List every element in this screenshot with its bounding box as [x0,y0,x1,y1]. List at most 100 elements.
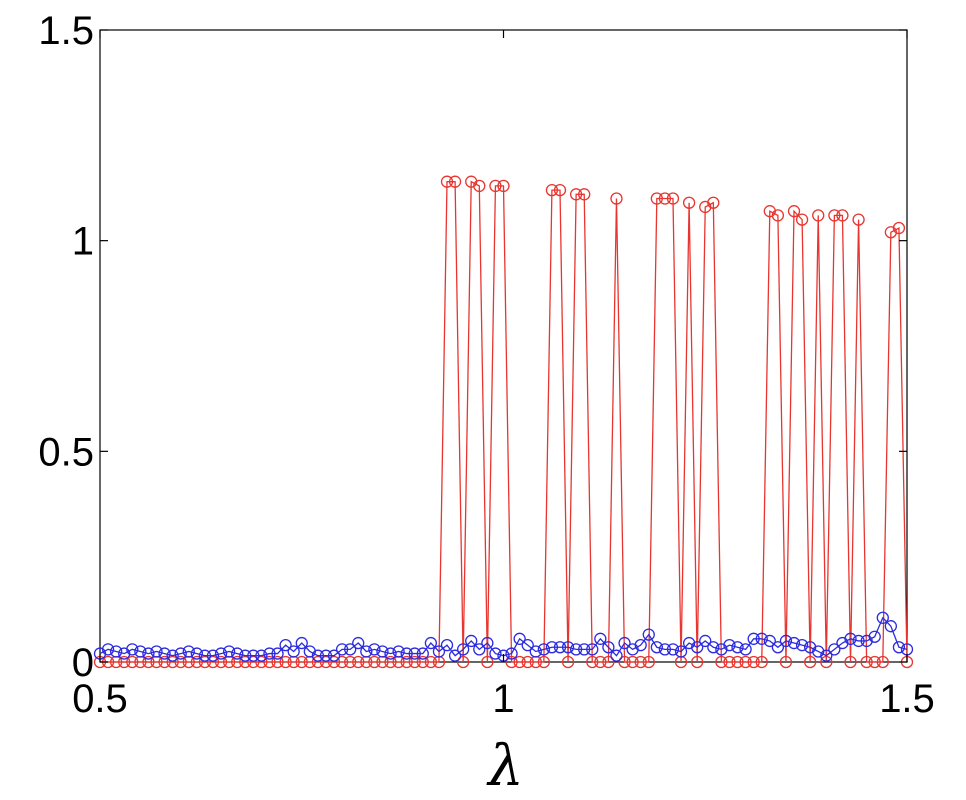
data-point [150,645,163,658]
data-point [674,645,688,658]
data-point [545,641,559,654]
data-point [352,655,365,669]
data-point [368,643,381,656]
data-point [158,655,171,669]
data-point [384,647,397,660]
data-point [618,655,631,669]
data-point [787,205,801,218]
data-point [723,655,736,669]
data-point [569,188,583,201]
data-point [440,638,454,652]
data-point [465,634,478,648]
data-point [473,643,486,656]
data-point [400,655,413,669]
data-point [658,643,672,656]
data-point [844,632,857,645]
data-point [505,655,518,669]
data-point [174,647,187,660]
data-point [892,641,906,654]
data-point [731,641,744,654]
data-point [828,643,841,656]
data-point [126,655,139,669]
data-point [448,649,462,662]
data-point [174,655,187,669]
data-point [779,655,793,669]
data-point [876,655,889,669]
plot-frame [99,29,908,663]
data-point [634,655,647,669]
data-point [860,655,873,669]
data-point [739,643,752,656]
data-point [602,641,615,654]
data-point [101,643,115,656]
data-point [142,647,155,660]
data-point [755,632,768,645]
data-point [634,638,647,652]
data-point [876,611,889,624]
data-point [231,655,244,669]
data-point [335,655,349,669]
series-2 [93,611,914,662]
data-point [432,645,446,658]
data-point [247,655,260,669]
data-point [489,647,502,660]
data-point [352,636,365,650]
data-point [376,645,389,658]
data-point [715,655,728,669]
data-point [691,655,704,669]
data-point [271,647,284,660]
data-point [739,655,752,669]
data-point [836,209,849,222]
data-point [497,179,510,193]
data-point [489,179,502,193]
data-point [416,655,429,669]
data-point [820,649,833,662]
data-point [618,636,631,650]
data-point [569,643,583,656]
data-point [586,643,599,656]
data-point [448,175,462,188]
data-point [239,655,252,669]
data-point [545,183,559,197]
data-point [279,655,292,669]
data-point [844,655,857,669]
data-point [456,655,470,669]
data-point [239,649,252,662]
y-tick-label: 1 [72,220,94,264]
x-tick-label: 1 [492,677,514,721]
data-point [327,649,341,662]
data-point [166,655,179,669]
data-point [723,638,736,652]
data-point [134,645,147,658]
data-point [231,647,244,660]
y-tick-label: 0.5 [38,430,94,474]
data-point [400,647,413,660]
data-point [263,647,276,660]
data-point [610,192,623,205]
data-point [206,655,220,669]
data-point [642,655,655,669]
data-point [650,641,663,654]
data-point [295,655,308,669]
data-point [828,209,841,222]
x-tick-label: 1.5 [879,677,935,721]
data-point [594,655,607,669]
data-point [368,655,381,669]
data-point [578,643,591,656]
data-point [327,655,341,669]
data-point [707,196,720,209]
data-point [626,655,639,669]
data-point [408,655,421,669]
data-point [198,655,212,669]
data-point [666,643,680,656]
data-point [424,655,438,669]
series-1 [93,175,914,669]
data-point [384,655,397,669]
data-point [771,209,785,222]
data-point [440,175,454,188]
data-point [126,643,139,656]
data-point [481,655,494,669]
data-point [747,655,760,669]
data-point [763,634,776,648]
data-point [287,645,300,658]
